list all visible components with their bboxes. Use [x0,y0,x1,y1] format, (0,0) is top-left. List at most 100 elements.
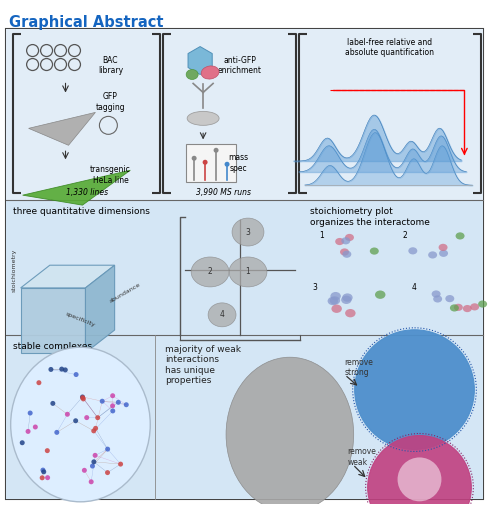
Circle shape [354,330,473,449]
Circle shape [74,372,79,377]
Circle shape [41,469,46,474]
Text: stoichiometry: stoichiometry [12,248,17,292]
Circle shape [397,458,441,501]
Circle shape [40,475,44,480]
Circle shape [91,460,96,464]
Ellipse shape [455,232,464,239]
Ellipse shape [445,295,453,302]
Circle shape [45,475,50,480]
Circle shape [84,415,89,420]
Text: label-free relative and
absolute quantification: label-free relative and absolute quantif… [345,37,433,57]
Circle shape [105,446,110,451]
Polygon shape [22,170,130,205]
Ellipse shape [225,357,353,505]
Polygon shape [29,113,95,145]
Circle shape [123,402,128,407]
Circle shape [33,425,38,429]
Circle shape [213,148,218,153]
Circle shape [110,403,115,409]
Ellipse shape [228,257,266,287]
Polygon shape [20,265,114,288]
Text: mass
spec: mass spec [227,154,247,173]
Ellipse shape [438,250,447,257]
Text: specificity: specificity [65,312,96,328]
Text: 1,330 lines: 1,330 lines [66,188,108,197]
Text: 4: 4 [411,283,416,292]
Text: remove
weak: remove weak [347,447,376,467]
Ellipse shape [341,295,351,304]
Text: 2: 2 [207,268,212,276]
Ellipse shape [208,303,236,327]
Text: 1: 1 [245,268,250,276]
Ellipse shape [432,295,441,302]
Ellipse shape [469,304,478,311]
Ellipse shape [331,305,341,313]
Circle shape [50,401,55,406]
Text: 2: 2 [401,231,406,239]
Circle shape [73,418,78,423]
Text: 3: 3 [312,283,317,292]
Circle shape [81,468,87,473]
Circle shape [105,470,110,475]
Circle shape [41,468,45,473]
Ellipse shape [369,247,378,255]
Ellipse shape [342,293,352,302]
Text: remove
strong: remove strong [344,358,373,377]
Circle shape [62,367,68,372]
Circle shape [224,162,229,167]
Circle shape [116,400,121,405]
Circle shape [88,479,94,484]
Ellipse shape [201,66,219,79]
Circle shape [367,435,470,505]
Circle shape [25,429,30,434]
Ellipse shape [232,218,264,246]
Circle shape [65,412,70,417]
Text: abundance: abundance [109,282,142,304]
Ellipse shape [453,304,462,311]
Bar [6,335,482,499]
Circle shape [191,156,196,161]
Circle shape [118,462,123,467]
Text: 3,990 MS runs: 3,990 MS runs [195,188,250,197]
Polygon shape [188,46,212,75]
Circle shape [20,440,25,445]
Bar [6,29,482,200]
Text: Graphical Abstract: Graphical Abstract [9,15,163,30]
Ellipse shape [11,347,150,502]
Circle shape [100,399,104,403]
Ellipse shape [339,248,348,256]
Ellipse shape [191,257,228,287]
Ellipse shape [462,305,471,312]
Text: stoichiometry plot
organizes the interactome: stoichiometry plot organizes the interac… [309,207,429,227]
Ellipse shape [374,290,385,299]
Circle shape [59,367,64,372]
Circle shape [202,160,207,165]
Ellipse shape [186,70,198,79]
Text: majority of weak
interactions
has unique
properties: majority of weak interactions has unique… [165,345,241,385]
Ellipse shape [438,244,447,251]
Text: 3: 3 [245,228,250,236]
Circle shape [90,464,95,469]
Ellipse shape [329,296,340,305]
Circle shape [93,426,98,431]
Circle shape [48,367,53,372]
Polygon shape [20,288,85,352]
Ellipse shape [334,238,344,245]
Text: transgenic
HeLa line: transgenic HeLa line [90,165,130,185]
Ellipse shape [477,300,486,308]
Ellipse shape [345,309,355,317]
Text: three quantitative dimensions: three quantitative dimensions [13,207,149,216]
Text: 4: 4 [219,311,224,319]
Ellipse shape [427,251,436,259]
Ellipse shape [327,297,337,305]
Ellipse shape [187,112,219,125]
Ellipse shape [449,305,458,312]
Ellipse shape [344,234,353,241]
Circle shape [91,428,96,433]
Ellipse shape [341,237,349,244]
Circle shape [45,448,50,453]
Polygon shape [85,265,114,352]
Bar [186,144,236,182]
Circle shape [110,409,115,414]
Circle shape [92,453,98,458]
